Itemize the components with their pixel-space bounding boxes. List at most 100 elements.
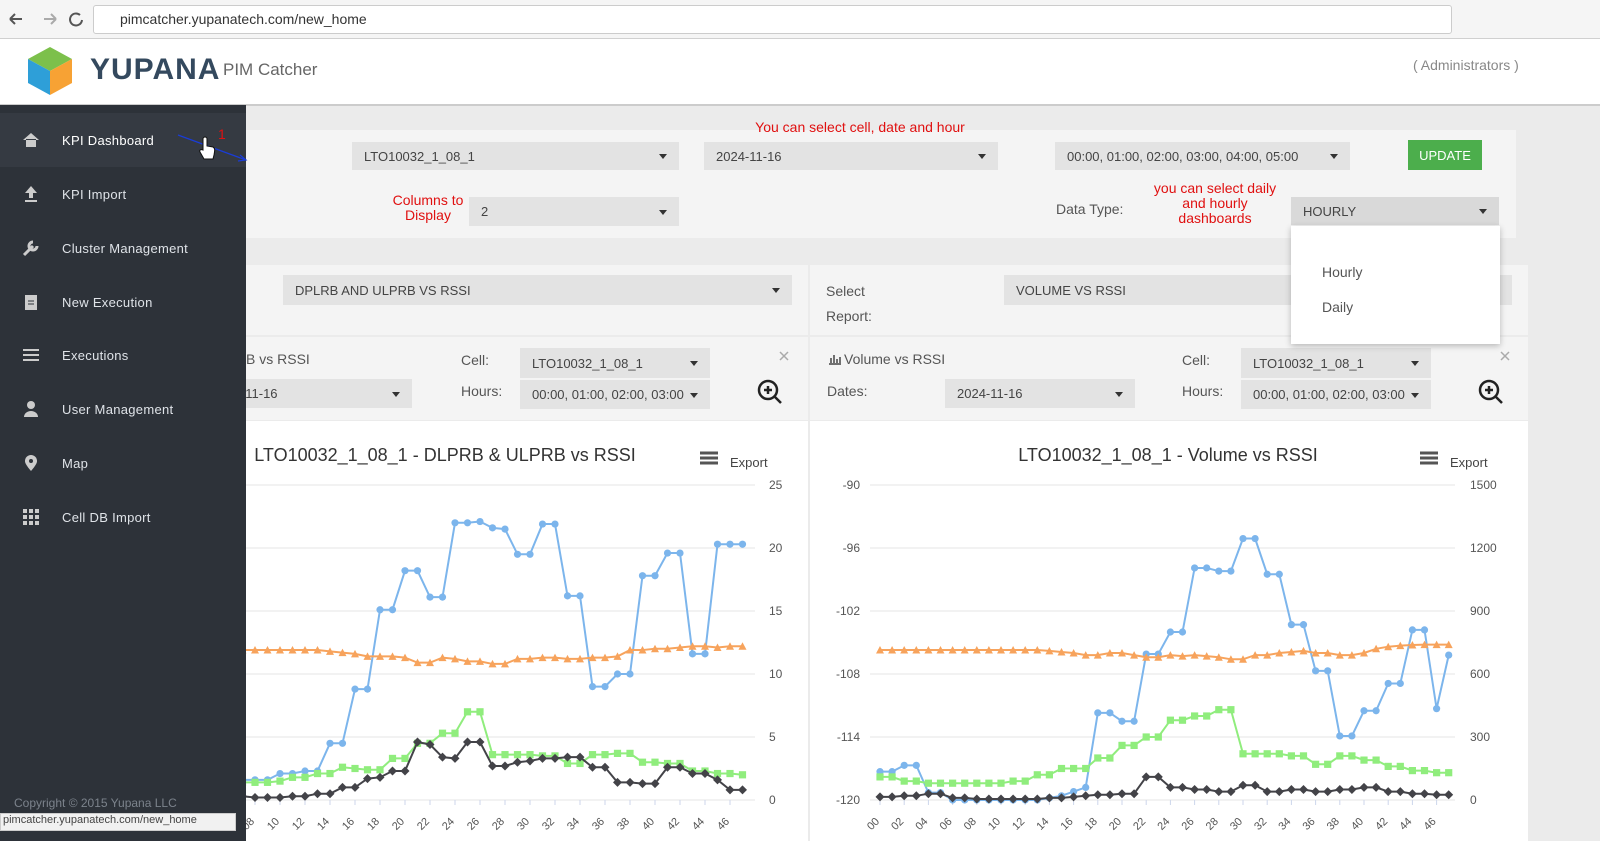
logo <box>28 47 72 95</box>
point <box>1057 764 1066 773</box>
point <box>313 769 322 778</box>
menu-item[interactable]: Cell DB Import <box>0 490 246 544</box>
dates-select[interactable]: 2024-11-16 <box>945 379 1135 408</box>
hours-select[interactable]: 00:00, 01:00, 02:00, 03:00, 04:00, 05:00 <box>1055 142 1350 170</box>
x-tick-label: 32 <box>1252 816 1269 833</box>
option[interactable]: Hourly <box>1322 264 1363 280</box>
menu-item[interactable]: New Execution <box>0 275 246 329</box>
point <box>301 767 309 775</box>
point <box>400 766 410 776</box>
panel-icons[interactable] <box>754 348 794 408</box>
point <box>985 779 993 787</box>
point <box>1287 752 1295 760</box>
point <box>876 773 884 781</box>
icon <box>23 133 39 147</box>
x-tick-label: 22 <box>1131 816 1148 833</box>
export-button[interactable]: Export <box>700 451 768 470</box>
point <box>425 740 435 750</box>
address-box[interactable]: pimcatcher.yupanatech.com/new_home <box>93 5 1452 34</box>
menu-item[interactable]: Cluster Management <box>0 221 246 275</box>
point <box>1372 644 1381 653</box>
chart-title: LTO10032_1_08_1 - DLPRB & ULPRB vs RSSI <box>254 445 636 466</box>
annotation: 1 <box>218 126 226 142</box>
y2-tick-label: 300 <box>1470 730 1490 744</box>
point <box>1082 783 1090 792</box>
point <box>1178 628 1187 636</box>
menu-item[interactable]: User Management <box>0 382 246 436</box>
x-tick-label: 24 <box>440 816 457 833</box>
point <box>1335 651 1344 659</box>
point <box>1420 767 1429 775</box>
point <box>1118 649 1126 657</box>
point <box>376 606 384 614</box>
point <box>288 773 297 781</box>
point <box>948 646 957 654</box>
point <box>1130 741 1138 749</box>
point <box>413 567 422 575</box>
menu-item[interactable]: Executions <box>0 328 246 382</box>
point <box>1227 706 1235 714</box>
point <box>875 792 885 802</box>
x-tick-label: 20 <box>1107 816 1124 833</box>
columns-select[interactable]: 2 <box>469 197 679 226</box>
point <box>351 764 359 773</box>
menu-item[interactable]: KPI Import <box>0 167 246 221</box>
point <box>363 774 372 784</box>
point <box>450 753 460 763</box>
hours-label: Hours: <box>1182 383 1224 399</box>
cell-select[interactable]: LTO10032_1_08_1 <box>352 142 679 170</box>
cell-select[interactable]: LTO10032_1_08_1 <box>520 348 710 378</box>
point <box>338 648 347 657</box>
point <box>1032 794 1042 804</box>
x-tick-label: 20 <box>390 816 407 833</box>
x-tick-label: 04 <box>913 816 930 833</box>
data-type-select[interactable]: HOURLY <box>1291 197 1499 225</box>
point <box>984 646 993 654</box>
x-tick-label: 32 <box>540 816 557 833</box>
point <box>401 653 409 662</box>
point <box>351 685 359 693</box>
icon <box>25 455 37 471</box>
panel-icons[interactable] <box>1475 348 1515 408</box>
point <box>551 653 559 662</box>
hours-select[interactable]: 00:00, 01:00, 02:00, 03:00 <box>1241 380 1431 409</box>
icon <box>23 509 39 525</box>
x-tick-label: 00 <box>865 816 882 833</box>
cell-select[interactable]: LTO10032_1_08_1 <box>1241 348 1431 378</box>
x-tick-label: 44 <box>690 816 707 833</box>
point <box>912 646 921 654</box>
point <box>1203 712 1211 720</box>
user[interactable]: ( Administrators ) <box>1413 57 1519 73</box>
export-icon <box>700 451 718 465</box>
point <box>1045 771 1053 779</box>
point <box>1396 762 1404 770</box>
point <box>1094 754 1102 762</box>
point <box>1154 733 1162 741</box>
option[interactable]: Daily <box>1322 299 1354 315</box>
point <box>338 739 347 747</box>
point <box>488 524 497 532</box>
point <box>301 646 309 654</box>
report-select[interactable]: DPLRB AND ULPRB VS RSSI <box>283 275 792 305</box>
point <box>1432 790 1442 800</box>
x-tick-label: 46 <box>1422 816 1439 833</box>
hours-select[interactable]: 00:00, 01:00, 02:00, 03:00 <box>520 380 710 409</box>
point <box>476 657 484 665</box>
point <box>626 749 634 757</box>
point <box>300 791 310 801</box>
point <box>526 550 534 558</box>
x-tick-label: 10 <box>265 816 282 833</box>
menu-item[interactable]: Map <box>0 436 246 490</box>
y-tick-label: -108 <box>836 667 860 681</box>
export-button[interactable]: Export <box>1420 451 1488 470</box>
menu-label: Map <box>62 455 89 471</box>
point <box>288 791 297 801</box>
update-button[interactable]: UPDATE <box>1408 140 1482 170</box>
point <box>288 646 297 654</box>
point <box>613 670 622 678</box>
point <box>997 779 1005 787</box>
point <box>651 644 659 653</box>
date-select[interactable]: 2024-11-16 <box>704 142 998 170</box>
y2-tick-label: 0 <box>1470 793 1477 807</box>
